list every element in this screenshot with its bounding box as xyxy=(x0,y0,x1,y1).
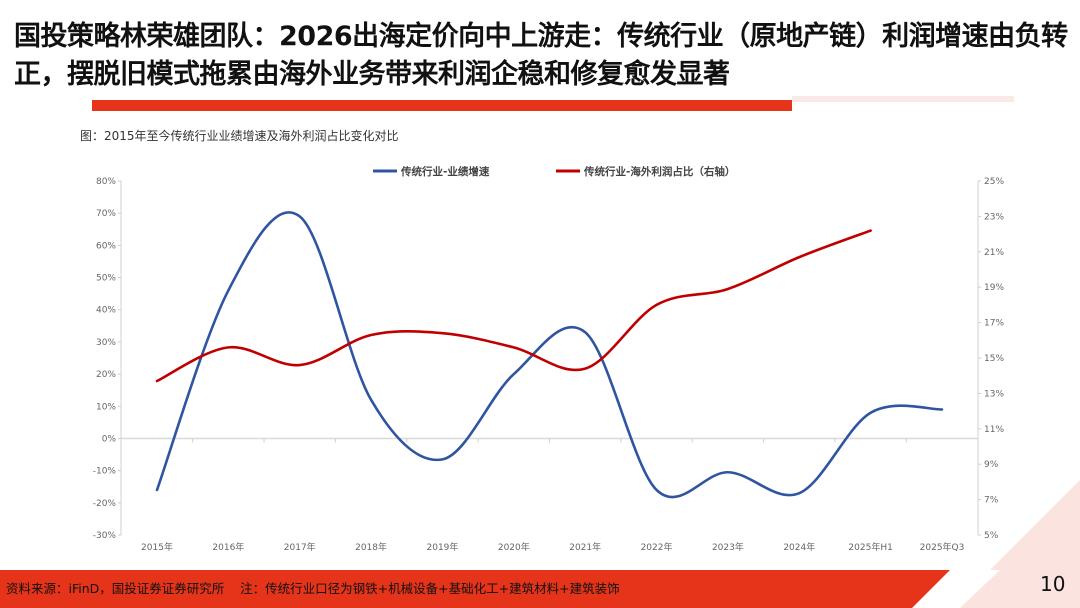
right-tick-label: 9% xyxy=(984,460,999,470)
right-tick-label: 15% xyxy=(984,354,1004,364)
right-tick-label: 7% xyxy=(984,496,999,506)
page-number: 10 xyxy=(1040,572,1066,596)
x-tick-label: 2016年 xyxy=(212,541,244,553)
left-tick-label: -30% xyxy=(93,531,117,541)
right-tick-label: 17% xyxy=(984,319,1004,329)
x-tick-label: 2023年 xyxy=(712,541,744,553)
page-title: 国投策略林荣雄团队：2026出海定价向中上游走：传统行业（原地产链）利润增速由负… xyxy=(14,21,1068,90)
left-tick-label: 50% xyxy=(96,274,116,284)
right-tick-label: 25% xyxy=(984,177,1004,187)
line-chart: 80% 70% 60% 50% 40% 30% 20% 10% 0% -10% -20% -30% 25… xyxy=(93,165,1005,553)
x-tick-label: 2021年 xyxy=(569,541,601,553)
left-tick-label: 70% xyxy=(96,209,116,219)
left-tick-label: -10% xyxy=(93,467,117,477)
right-tick-label: 13% xyxy=(984,389,1004,399)
left-tick-label: -20% xyxy=(93,499,117,509)
right-tick-label: 11% xyxy=(984,425,1004,435)
left-tick-label: 0% xyxy=(102,434,117,444)
right-tick-label: 5% xyxy=(984,531,999,541)
title-underline xyxy=(92,100,792,111)
x-tick-label: 2018年 xyxy=(355,541,387,553)
x-tick-label: 2015年 xyxy=(141,541,173,553)
left-tick-label: 10% xyxy=(96,402,116,412)
legend-label-1: 传统行业-业绩增速 xyxy=(400,165,490,178)
right-tick-label: 19% xyxy=(984,283,1004,293)
footer-band xyxy=(0,570,1080,608)
x-tick-label: 2025年H1 xyxy=(848,541,892,553)
x-tick-label: 2017年 xyxy=(284,541,316,553)
x-tick-label: 2025年Q3 xyxy=(920,541,965,553)
x-tick-label: 2024年 xyxy=(783,541,815,553)
left-tick-label: 80% xyxy=(96,177,116,187)
corner-decoration xyxy=(990,480,1080,570)
source-note: 资料来源：iFinD，国投证券证券研究所 注：传统行业口径为钢铁+机械设备+基础… xyxy=(6,581,620,596)
x-tick-label: 2019年 xyxy=(427,541,459,553)
right-tick-label: 21% xyxy=(984,248,1004,258)
left-tick-label: 40% xyxy=(96,306,116,316)
title-underline-light xyxy=(792,96,1014,102)
x-tick-label: 2020年 xyxy=(498,541,530,553)
x-tick-label: 2022年 xyxy=(641,541,673,553)
right-tick-label: 23% xyxy=(984,212,1004,222)
left-tick-label: 60% xyxy=(96,241,116,251)
figure-caption: 图：2015年至今传统行业业绩增速及海外利润占比变化对比 xyxy=(80,129,399,143)
left-tick-label: 20% xyxy=(96,370,116,380)
series-line-1 xyxy=(155,211,944,499)
series-line-2 xyxy=(155,229,872,383)
legend-label-2: 传统行业-海外利润占比（右轴） xyxy=(583,165,735,178)
left-tick-label: 30% xyxy=(96,338,116,348)
